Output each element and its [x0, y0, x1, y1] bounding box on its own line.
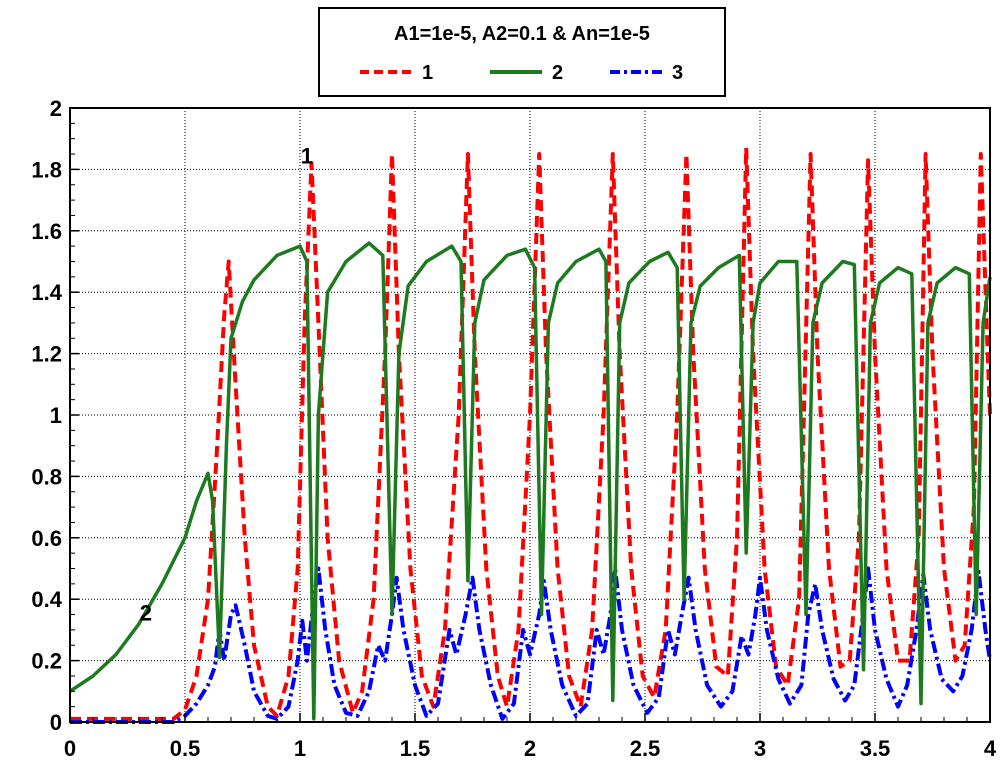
y-tick-label: 1.2: [31, 342, 62, 367]
x-tick-label: 3.5: [860, 736, 891, 761]
y-tick-label: 0.2: [31, 649, 62, 674]
grid-lines: [70, 108, 990, 722]
annotation-label: 1: [301, 143, 313, 168]
series-1-line: [70, 145, 992, 721]
x-tick-label: 4: [984, 736, 997, 761]
y-tick-label: 1.4: [31, 280, 62, 305]
legend-label-2: 2: [552, 62, 563, 84]
legend-entries: 1 2 3: [360, 62, 683, 84]
y-tick-label: 1.6: [31, 219, 62, 244]
x-tick-label: 3: [754, 736, 766, 761]
y-tick-label: 2: [50, 96, 62, 121]
legend-box: [318, 7, 726, 97]
x-tick-label: 1.5: [400, 736, 431, 761]
legend-label-3: 3: [672, 62, 683, 84]
axis-ticks: [69, 107, 991, 723]
legend-label-1: 1: [422, 62, 433, 84]
x-tick-label: 2: [524, 736, 536, 761]
y-tick-labels: 0 0.2 0.4 0.6 0.8 1 1.2 1.4 1.6 1.8 2: [31, 96, 62, 735]
x-tick-label: 0: [64, 736, 76, 761]
legend: A1=1e-5, A2=0.1 & An=1e-5 1 2 3: [318, 7, 726, 97]
y-tick-label: 0.6: [31, 526, 62, 551]
x-tick-label: 1: [294, 736, 306, 761]
annotations: 12: [140, 143, 313, 625]
x-tick-label: 2.5: [630, 736, 661, 761]
legend-title: A1=1e-5, A2=0.1 & An=1e-5: [394, 23, 650, 45]
y-tick-label: 0.8: [31, 464, 62, 489]
series-2-line: [69, 241, 992, 721]
y-tick-label: 1.8: [31, 157, 62, 182]
series-3-line: [70, 566, 992, 724]
annotation-label: 2: [140, 601, 152, 626]
x-tick-label: 0.5: [170, 736, 201, 761]
y-tick-label: 1: [50, 403, 62, 428]
plot-area: 0 0.5 1 1.5 2 2.5 3 3.5 4 0 0.2 0.4 0.6 0.8 1 1.2 1.4 1.…: [31, 96, 996, 761]
y-tick-label: 0: [50, 710, 62, 735]
y-tick-label: 0.4: [31, 587, 62, 612]
x-tick-labels: 0 0.5 1 1.5 2 2.5 3 3.5 4: [64, 736, 997, 761]
series-layer: [69, 145, 992, 724]
